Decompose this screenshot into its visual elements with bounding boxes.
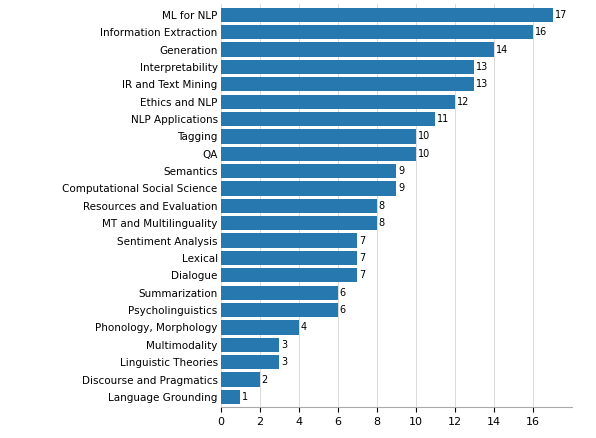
Text: 17: 17 bbox=[554, 10, 567, 20]
Text: 16: 16 bbox=[535, 27, 547, 37]
Bar bbox=[221, 164, 396, 178]
Text: 11: 11 bbox=[437, 114, 449, 124]
Bar bbox=[221, 372, 260, 387]
Bar bbox=[221, 251, 357, 265]
Bar bbox=[221, 199, 377, 213]
Bar bbox=[221, 112, 436, 126]
Bar bbox=[221, 286, 338, 300]
Bar bbox=[221, 60, 474, 74]
Text: 14: 14 bbox=[496, 45, 508, 55]
Text: 10: 10 bbox=[418, 131, 430, 141]
Bar bbox=[221, 390, 240, 404]
Text: 13: 13 bbox=[476, 62, 489, 72]
Bar bbox=[221, 129, 416, 144]
Bar bbox=[221, 320, 299, 335]
Text: 8: 8 bbox=[379, 201, 385, 211]
Bar bbox=[221, 25, 533, 39]
Text: 2: 2 bbox=[262, 374, 268, 385]
Bar bbox=[221, 268, 357, 283]
Bar bbox=[221, 233, 357, 248]
Bar bbox=[221, 338, 279, 352]
Bar bbox=[221, 181, 396, 196]
Text: 6: 6 bbox=[340, 305, 346, 315]
Text: 7: 7 bbox=[359, 236, 365, 246]
Bar bbox=[221, 77, 474, 92]
Text: 4: 4 bbox=[300, 322, 307, 332]
Bar bbox=[221, 303, 338, 317]
Bar bbox=[221, 8, 552, 22]
Text: 9: 9 bbox=[398, 166, 405, 176]
Text: 1: 1 bbox=[242, 392, 248, 402]
Bar bbox=[221, 355, 279, 369]
Text: 6: 6 bbox=[340, 288, 346, 298]
Bar bbox=[221, 216, 377, 230]
Text: 9: 9 bbox=[398, 184, 405, 194]
Text: 3: 3 bbox=[281, 340, 287, 350]
Bar bbox=[221, 147, 416, 161]
Text: 7: 7 bbox=[359, 253, 365, 263]
Bar bbox=[221, 95, 455, 109]
Text: 12: 12 bbox=[457, 97, 469, 106]
Bar bbox=[221, 42, 494, 57]
Text: 8: 8 bbox=[379, 218, 385, 228]
Text: 7: 7 bbox=[359, 270, 365, 280]
Text: 10: 10 bbox=[418, 149, 430, 159]
Text: 13: 13 bbox=[476, 79, 489, 89]
Text: 3: 3 bbox=[281, 357, 287, 367]
